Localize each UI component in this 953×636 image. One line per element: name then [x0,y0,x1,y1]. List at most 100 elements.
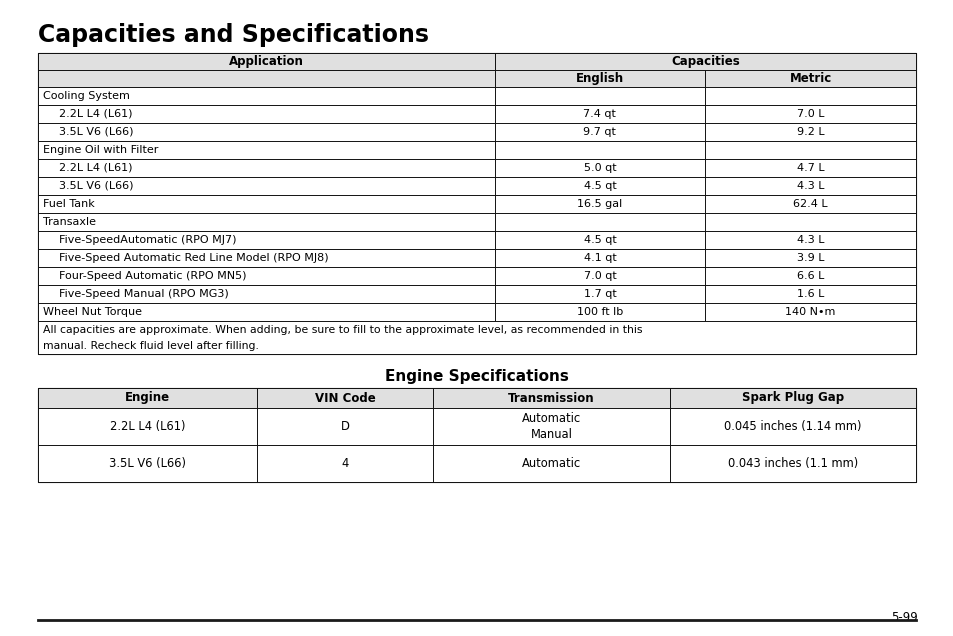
Bar [494,87,704,105]
Bar [38,321,915,354]
Text: Automatic
Manual: Automatic Manual [521,411,580,441]
Text: D: D [340,420,350,433]
Bar [38,285,494,303]
Text: VIN Code: VIN Code [314,392,375,404]
Bar [704,195,915,213]
Bar [704,70,915,87]
Text: Transmission: Transmission [508,392,595,404]
Bar [38,105,494,123]
Text: 3.5L V6 (L66): 3.5L V6 (L66) [52,127,133,137]
Text: 7.0 L: 7.0 L [796,109,823,119]
Bar [494,70,704,87]
Bar [38,388,915,482]
Text: Capacities: Capacities [670,55,739,68]
Text: 2.2L L4 (L61): 2.2L L4 (L61) [52,163,132,173]
Text: Engine: Engine [125,392,171,404]
Text: 7.0 qt: 7.0 qt [583,271,616,281]
Bar [38,159,494,177]
Text: Wheel Nut Torque: Wheel Nut Torque [43,307,142,317]
Bar [704,123,915,141]
Bar [704,249,915,267]
Bar [494,267,704,285]
Bar [38,249,494,267]
Bar [494,231,704,249]
Bar [38,267,494,285]
Text: 2.2L L4 (L61): 2.2L L4 (L61) [52,109,132,119]
Text: 4.3 L: 4.3 L [796,235,823,245]
Bar [704,267,915,285]
Text: All capacities are approximate. When adding, be sure to fill to the approximate : All capacities are approximate. When add… [43,325,641,335]
Text: 3.5L V6 (L66): 3.5L V6 (L66) [110,457,186,470]
Bar [669,445,915,482]
Bar [704,177,915,195]
Text: Fuel Tank: Fuel Tank [43,199,94,209]
Bar [494,177,704,195]
Text: 4.5 qt: 4.5 qt [583,181,616,191]
Text: 1.7 qt: 1.7 qt [583,289,616,299]
Text: 62.4 L: 62.4 L [793,199,827,209]
Text: Metric: Metric [789,72,831,85]
Bar [494,141,704,159]
Bar [494,213,704,231]
Bar [38,231,494,249]
Text: Engine Specifications: Engine Specifications [385,370,568,385]
Bar [38,53,494,70]
Bar [494,105,704,123]
Text: 3.9 L: 3.9 L [796,253,823,263]
Bar [38,141,494,159]
Bar [669,388,915,408]
Text: 4.1 qt: 4.1 qt [583,253,616,263]
Bar [704,231,915,249]
Bar [38,123,494,141]
Text: 1.6 L: 1.6 L [796,289,823,299]
Text: 9.7 qt: 9.7 qt [583,127,616,137]
Text: 5.0 qt: 5.0 qt [583,163,616,173]
Bar [494,195,704,213]
Text: 5-99: 5-99 [890,611,917,624]
Bar [433,408,669,445]
Bar [494,303,704,321]
Text: 4.5 qt: 4.5 qt [583,235,616,245]
Text: Five-SpeedAutomatic (RPO MJ7): Five-SpeedAutomatic (RPO MJ7) [52,235,236,245]
Bar [38,303,494,321]
Bar [38,408,257,445]
Bar [704,87,915,105]
Bar [433,388,669,408]
Bar [704,285,915,303]
Bar [704,303,915,321]
Bar [38,445,257,482]
Bar [704,141,915,159]
Bar [494,285,704,303]
Text: Five-Speed Automatic Red Line Model (RPO MJ8): Five-Speed Automatic Red Line Model (RPO… [52,253,328,263]
Bar [494,53,915,70]
Text: 2.2L L4 (L61): 2.2L L4 (L61) [110,420,185,433]
Bar [257,445,433,482]
Text: Five-Speed Manual (RPO MG3): Five-Speed Manual (RPO MG3) [52,289,229,299]
Text: Cooling System: Cooling System [43,91,130,101]
Bar [38,213,494,231]
Bar [494,249,704,267]
Bar [704,105,915,123]
Bar [433,445,669,482]
Text: 0.045 inches (1.14 mm): 0.045 inches (1.14 mm) [723,420,861,433]
Bar [494,159,704,177]
Bar [38,177,494,195]
Text: English: English [576,72,623,85]
Bar [38,388,257,408]
Text: 6.6 L: 6.6 L [796,271,823,281]
Text: 140 N•m: 140 N•m [784,307,835,317]
Text: 100 ft lb: 100 ft lb [577,307,622,317]
Text: 16.5 gal: 16.5 gal [577,199,622,209]
Text: 4.3 L: 4.3 L [796,181,823,191]
Text: Engine Oil with Filter: Engine Oil with Filter [43,145,158,155]
Text: Spark Plug Gap: Spark Plug Gap [741,392,843,404]
Text: 3.5L V6 (L66): 3.5L V6 (L66) [52,181,133,191]
Text: Capacities and Specifications: Capacities and Specifications [38,23,429,47]
Bar [38,53,915,354]
Bar [704,213,915,231]
Text: Application: Application [229,55,303,68]
Text: 4: 4 [341,457,349,470]
Bar [38,195,494,213]
Text: 4.7 L: 4.7 L [796,163,823,173]
Bar [38,70,494,87]
